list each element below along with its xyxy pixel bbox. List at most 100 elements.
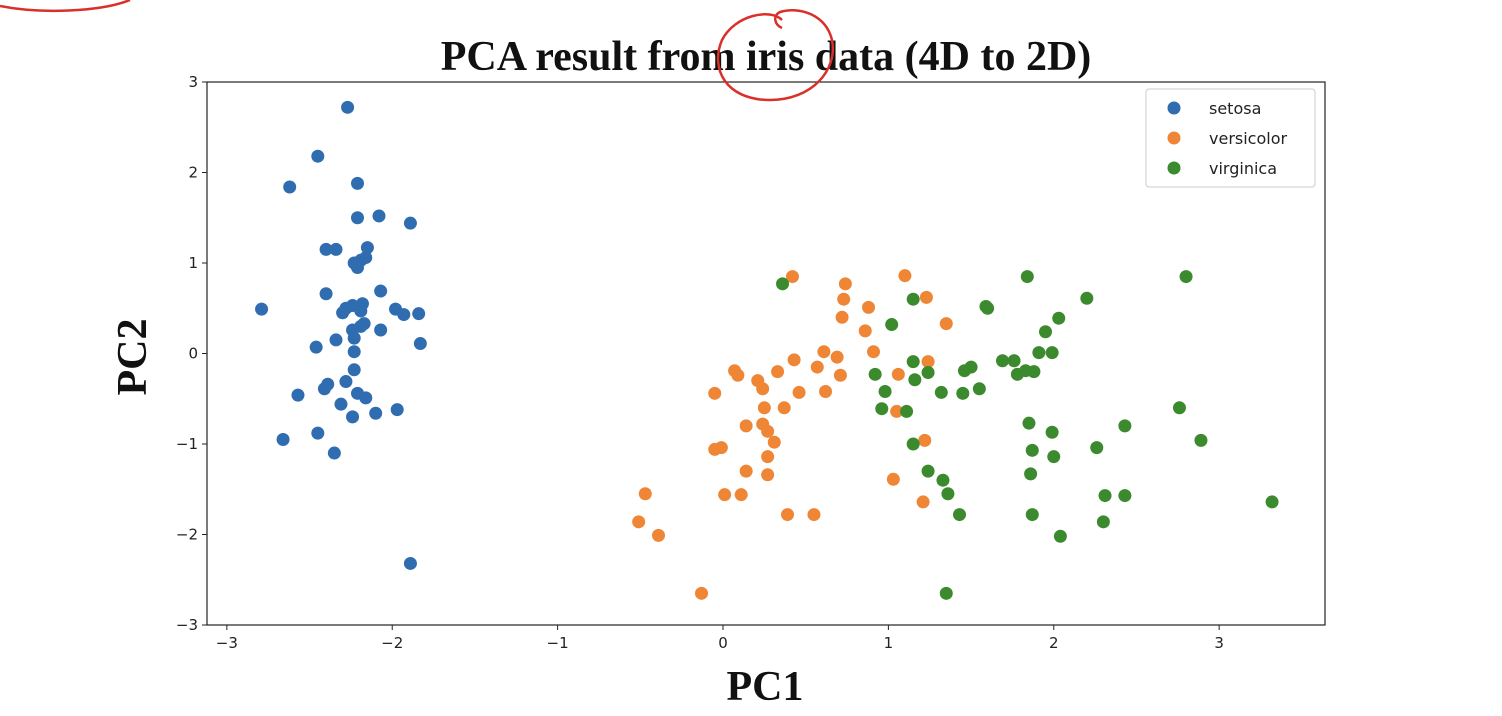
data-point-virginica — [936, 473, 950, 487]
data-point-virginica — [1025, 508, 1039, 522]
data-point-virginica — [1025, 443, 1039, 457]
data-point-virginica — [875, 402, 889, 416]
data-point-setosa — [351, 211, 364, 225]
data-point-virginica — [1027, 365, 1041, 379]
data-point-versicolor — [638, 487, 652, 501]
y-tick-label: −2 — [176, 526, 198, 544]
data-point-versicolor — [810, 360, 824, 374]
data-point-setosa — [413, 337, 427, 351]
data-point-setosa — [311, 426, 325, 440]
data-point-versicolor — [886, 472, 900, 486]
data-point-setosa — [346, 410, 360, 424]
data-point-versicolor — [838, 277, 852, 291]
data-point-virginica — [906, 355, 920, 369]
y-tick-label: −3 — [176, 616, 198, 634]
data-point-versicolor — [767, 435, 781, 449]
data-point-virginica — [1096, 515, 1110, 529]
data-point-virginica — [934, 385, 948, 399]
data-point-virginica — [1047, 450, 1061, 464]
data-point-versicolor — [833, 368, 847, 382]
data-point-virginica — [1090, 441, 1104, 455]
data-point-virginica — [1024, 467, 1038, 481]
data-point-setosa — [390, 403, 404, 417]
data-point-versicolor — [918, 433, 932, 447]
data-point-setosa — [341, 100, 355, 114]
data-point-versicolor — [787, 353, 801, 367]
data-point-versicolor — [890, 404, 904, 418]
data-point-setosa — [354, 304, 368, 318]
data-point-virginica — [1080, 291, 1094, 305]
data-point-virginica — [906, 437, 920, 451]
y-tick-label: 3 — [188, 73, 198, 91]
data-point-versicolor — [781, 508, 794, 522]
data-point-versicolor — [731, 368, 745, 382]
y-tick-label: 1 — [188, 254, 198, 272]
data-point-versicolor — [739, 419, 753, 433]
data-point-versicolor — [708, 442, 722, 456]
data-point-versicolor — [757, 401, 771, 415]
data-point-setosa — [360, 241, 374, 255]
data-point-setosa — [334, 397, 348, 411]
data-point-virginica — [956, 386, 970, 400]
data-point-setosa — [369, 406, 383, 420]
data-point-setosa — [311, 149, 325, 163]
data-point-virginica — [1118, 489, 1132, 503]
data-point-versicolor — [862, 300, 876, 314]
data-point-versicolor — [919, 290, 933, 304]
data-point-setosa — [329, 242, 343, 256]
data-point-setosa — [339, 375, 353, 389]
data-point-virginica — [921, 464, 935, 478]
data-point-setosa — [359, 251, 373, 265]
data-point-virginica — [885, 318, 899, 332]
data-point-versicolor — [632, 515, 646, 529]
data-point-setosa — [347, 331, 361, 345]
data-point-versicolor — [817, 345, 831, 359]
data-point-versicolor — [898, 269, 912, 283]
data-point-virginica — [1053, 529, 1067, 543]
x-tick-label: 0 — [718, 634, 728, 652]
data-point-versicolor — [819, 385, 833, 399]
data-point-setosa — [255, 302, 269, 316]
data-point-versicolor — [756, 382, 770, 396]
data-point-setosa — [309, 340, 323, 354]
data-point-virginica — [972, 382, 986, 396]
data-point-versicolor — [858, 324, 872, 338]
data-point-versicolor — [921, 355, 935, 369]
data-point-setosa — [374, 323, 388, 337]
data-point-virginica — [906, 292, 920, 306]
data-point-setosa — [319, 242, 333, 256]
data-point-versicolor — [807, 508, 821, 522]
data-point-virginica — [776, 277, 790, 291]
data-point-versicolor — [916, 495, 930, 509]
legend-label-setosa: setosa — [1209, 99, 1261, 118]
y-axis-label: PC2 — [110, 319, 156, 396]
data-point-virginica — [1172, 401, 1186, 415]
data-point-setosa — [403, 556, 417, 570]
annotation-circle — [716, 8, 835, 102]
x-tick-label: 1 — [884, 634, 894, 652]
data-point-setosa — [374, 284, 388, 298]
data-point-setosa — [327, 446, 341, 460]
data-point-virginica — [1039, 325, 1052, 339]
data-point-virginica — [1020, 270, 1034, 284]
legend-box — [1145, 88, 1316, 188]
data-point-versicolor — [761, 450, 775, 464]
data-point-virginica — [1045, 346, 1059, 360]
data-point-versicolor — [708, 386, 722, 400]
data-point-virginica — [878, 385, 892, 399]
data-point-virginica — [1010, 367, 1024, 381]
data-point-versicolor — [792, 385, 806, 399]
x-tick-label: −2 — [381, 634, 403, 652]
data-point-virginica — [868, 367, 882, 381]
data-point-versicolor — [785, 270, 799, 284]
legend-label-versicolor: versicolor — [1209, 129, 1287, 148]
data-point-setosa — [291, 388, 305, 402]
data-point-virginica — [939, 586, 953, 600]
data-point-versicolor — [761, 424, 775, 438]
data-point-virginica — [1098, 489, 1112, 503]
data-point-versicolor — [939, 317, 953, 331]
data-point-versicolor — [739, 464, 753, 478]
data-point-setosa — [397, 308, 411, 322]
data-point-setosa — [336, 306, 350, 320]
